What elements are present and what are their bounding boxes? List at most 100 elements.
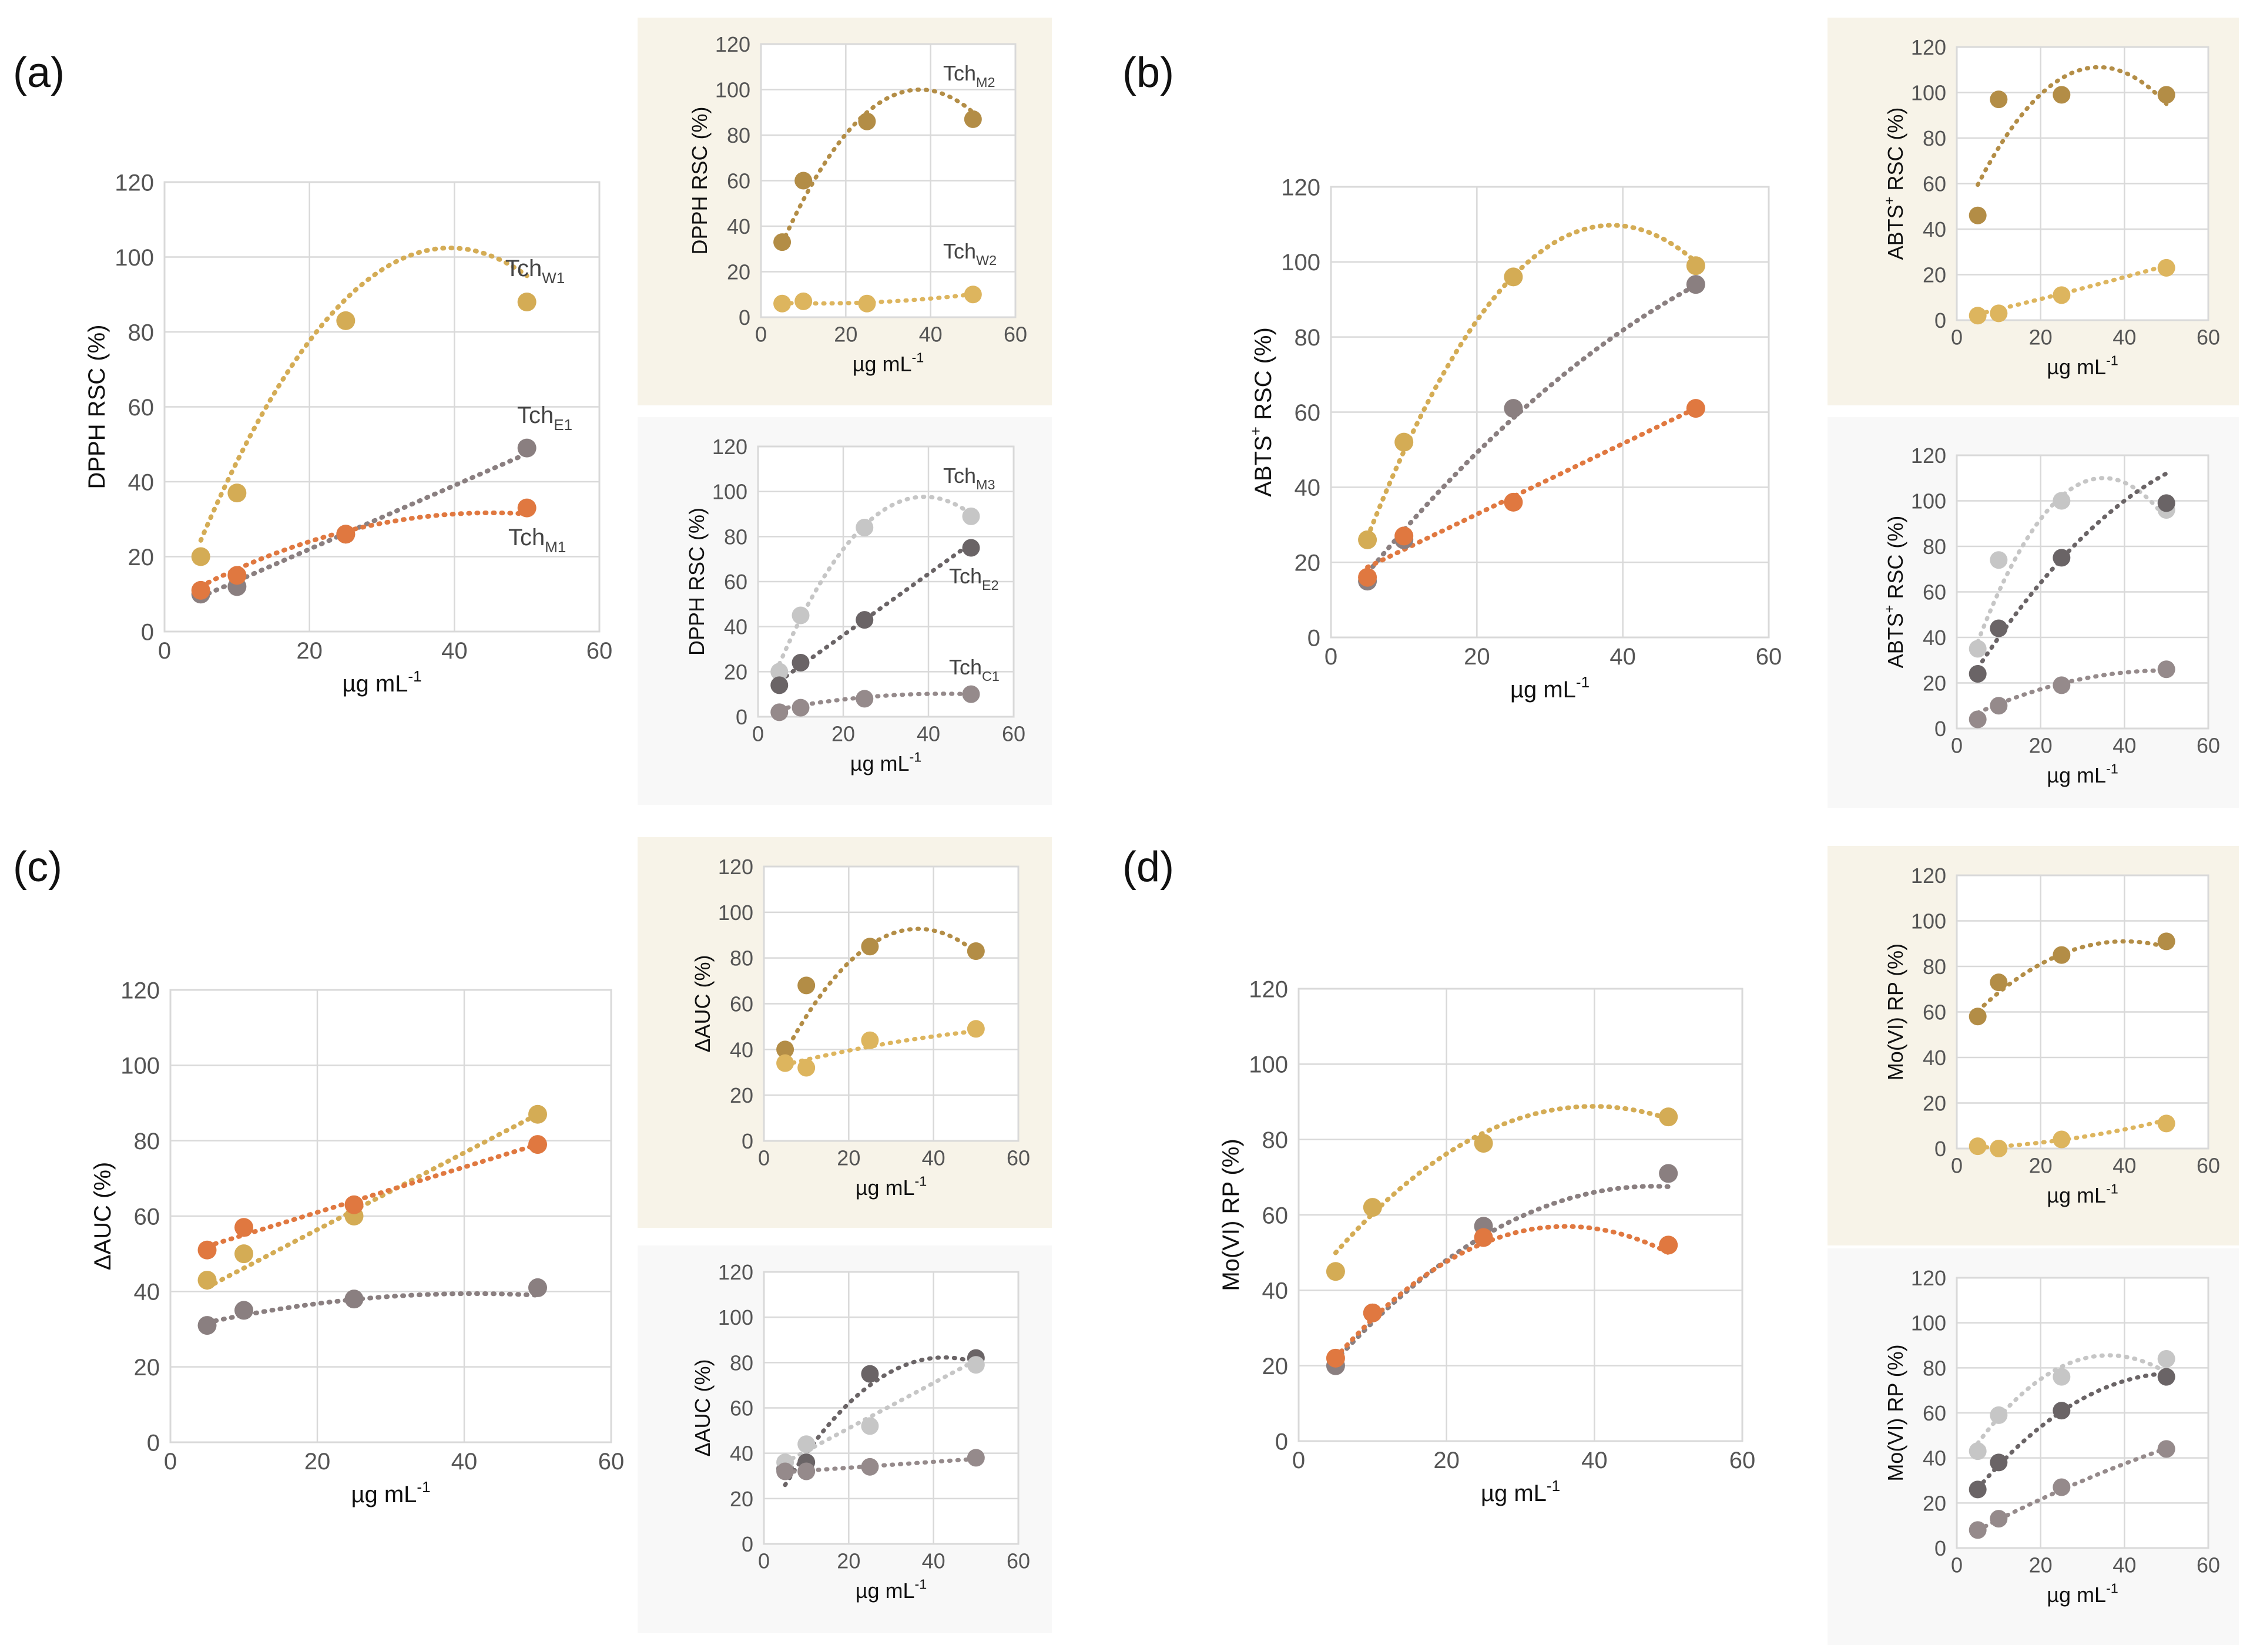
trendline-M2 <box>780 87 975 246</box>
x-tick-label: 40 <box>2113 733 2136 757</box>
y-tick-label: 80 <box>1262 1127 1289 1153</box>
data-point-E2 <box>1990 619 2008 637</box>
y-tick-label: 80 <box>727 123 750 147</box>
trendline-W1 <box>1365 223 1698 540</box>
data-point-E1 <box>234 1301 253 1320</box>
x-tick-label: 40 <box>2113 1553 2136 1577</box>
x-axis-label-text: µg mL <box>351 1482 417 1507</box>
x-tick-label: 20 <box>296 638 323 664</box>
x-tick-label: 20 <box>2029 1553 2053 1577</box>
data-point-W2 <box>2157 1114 2175 1133</box>
data-point-M3 <box>797 1435 816 1453</box>
y-tick-label: 0 <box>736 705 747 729</box>
x-tick-label: 40 <box>451 1449 478 1475</box>
y-tick-label: 20 <box>128 545 155 570</box>
data-point-W1 <box>1358 530 1377 549</box>
x-tick-label: 0 <box>1951 1553 1963 1577</box>
y-tick-label: 100 <box>712 480 747 504</box>
series-label-base: Tch <box>943 464 976 488</box>
y-tick-label: 40 <box>1923 1446 1946 1470</box>
y-tick-label: 20 <box>730 1083 753 1107</box>
trendline-E1 <box>1365 283 1698 576</box>
y-tick-label: 100 <box>1911 80 1946 105</box>
data-point-E2 <box>2157 1368 2175 1386</box>
x-tick-label: 20 <box>304 1449 331 1475</box>
x-axis-label: µg mL-1 <box>1510 673 1590 703</box>
y-tick-label: 100 <box>120 1053 160 1079</box>
data-point-W1 <box>191 547 210 566</box>
series-label-W1: TchW1 <box>505 256 565 287</box>
y-tick-label: 0 <box>141 619 154 645</box>
data-point-E2 <box>1969 1480 1987 1499</box>
data-point-M2 <box>1990 90 2008 109</box>
trendline-M3 <box>1976 1353 2169 1446</box>
trendline-W1 <box>198 246 529 543</box>
series-label-sub: E2 <box>982 577 999 593</box>
x-axis-label-sup: -1 <box>1576 673 1590 691</box>
data-point-E2 <box>1969 665 1987 683</box>
y-tick-label: 60 <box>134 1204 160 1230</box>
y-tick-label: 120 <box>120 978 160 1003</box>
data-point-M3 <box>2053 1368 2071 1386</box>
x-tick-label: 20 <box>837 1146 860 1170</box>
data-point-M2 <box>2053 946 2071 964</box>
x-axis-label-text: µg mL <box>342 671 408 697</box>
x-tick-label: 60 <box>2197 733 2220 757</box>
data-point-M1 <box>1474 1228 1493 1247</box>
y-tick-label: 0 <box>1307 625 1320 651</box>
y-tick-label: 80 <box>1923 535 1946 559</box>
series-label-C1: TchC1 <box>949 655 1000 684</box>
trendline-W2 <box>780 292 975 306</box>
y-tick-label: 60 <box>1923 1000 1946 1024</box>
data-point-W2 <box>2053 286 2071 304</box>
series-label-base: Tch <box>943 61 976 85</box>
y-axis-label-sup: + <box>1882 605 1897 613</box>
x-axis-label-sup: -1 <box>909 750 921 765</box>
data-point-M1 <box>336 525 356 544</box>
y-tick-label: 60 <box>730 992 753 1016</box>
x-axis-label: µg mL-1 <box>2047 353 2118 379</box>
y-tick-label: 120 <box>1911 1266 1946 1290</box>
y-axis-label: Mo(VI) RP (%) <box>1883 943 1907 1080</box>
x-axis-label-sup: -1 <box>2106 761 2118 777</box>
data-point-W2 <box>964 286 982 304</box>
y-axis-label-rest: RSC (%) <box>1883 516 1907 605</box>
data-point-W1 <box>1504 267 1523 287</box>
data-point-E2 <box>861 1365 879 1383</box>
x-axis-label-sup: -1 <box>2106 1581 2118 1596</box>
y-tick-label: 120 <box>1249 976 1288 1002</box>
data-point-M2 <box>797 976 816 995</box>
y-axis-label: ABTS+ RSC (%) <box>1882 108 1907 260</box>
data-point-C1 <box>1969 710 1987 728</box>
data-point-M2 <box>861 938 879 956</box>
data-point-M3 <box>962 507 980 525</box>
y-axis-label: Mo(VI) RP (%) <box>1883 1344 1907 1481</box>
y-axis-label: DPPH RSC (%) <box>688 106 712 254</box>
y-axis-label-text: ABTS <box>1250 435 1276 496</box>
data-point-M3 <box>861 1417 879 1435</box>
trendline-E2 <box>1976 1371 2169 1491</box>
data-point-M1 <box>227 566 247 585</box>
data-point-M1 <box>234 1218 253 1237</box>
data-point-W2 <box>967 1020 985 1038</box>
y-tick-label: 40 <box>1923 626 1946 650</box>
x-axis-label: µg mL-1 <box>351 1478 430 1507</box>
data-point-E2 <box>792 654 810 671</box>
x-axis-label-text: µg mL <box>856 1579 915 1603</box>
trendline-E2 <box>783 1355 978 1488</box>
data-point-W1 <box>1686 256 1705 276</box>
y-tick-label: 40 <box>730 1037 753 1062</box>
x-tick-label: 40 <box>922 1549 945 1573</box>
y-axis-label-text: Mo(VI) RP (%) <box>1883 943 1907 1080</box>
y-axis-label: ΔAUC (%) <box>690 1359 715 1456</box>
y-axis-label-rest: RSC (%) <box>1250 327 1276 427</box>
y-tick-label: 20 <box>730 1487 753 1511</box>
series-label-M3: TchM3 <box>943 464 995 492</box>
x-tick-label: 60 <box>2197 1153 2220 1177</box>
series-label-E1: TchE1 <box>517 402 572 434</box>
data-point-E1 <box>197 1316 217 1335</box>
y-tick-label: 0 <box>739 305 750 330</box>
y-tick-label: 20 <box>724 660 747 684</box>
data-point-W2 <box>776 1054 794 1072</box>
